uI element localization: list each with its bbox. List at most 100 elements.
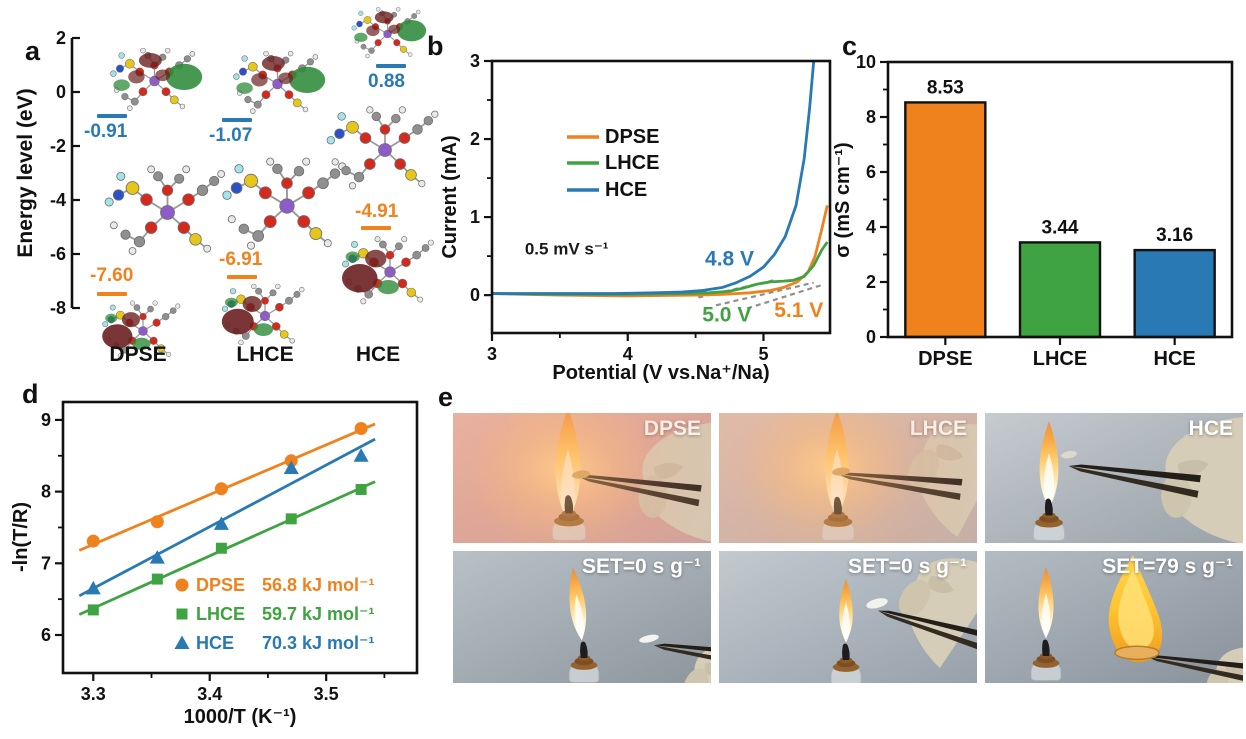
photo-label: SET=79 s g⁻¹ xyxy=(1102,555,1233,578)
y-tick-label: 6 xyxy=(866,162,876,182)
energy-tick-label: -8 xyxy=(50,298,66,318)
bar-value-lhce: 3.44 xyxy=(1042,217,1079,238)
photo-label: LHCE xyxy=(909,417,967,440)
column-label-hce: HCE xyxy=(355,343,401,366)
point-lhce xyxy=(215,542,227,554)
molecule-lumo-dpse xyxy=(92,44,217,118)
plot-frame xyxy=(61,400,419,675)
x-tick-label: 4 xyxy=(623,344,633,364)
column-label-dpse: DPSE xyxy=(109,343,167,366)
molecule-lumo-hce xyxy=(330,4,445,64)
molecule-homo-hce xyxy=(330,232,450,312)
y-axis-label: Current (mA) xyxy=(439,135,461,258)
photo-scene-set-hce xyxy=(1030,554,1243,683)
legend-name-lhce: LHCE xyxy=(196,604,245,624)
photo-set-dpse: SET=0 s g⁻¹ xyxy=(453,551,711,683)
homo-level-value-lhce: -6.91 xyxy=(219,249,263,270)
x-tick-label: 5 xyxy=(758,344,768,364)
point-dpse xyxy=(86,534,100,548)
energy-tick-label: -2 xyxy=(50,136,66,156)
fit-line-lhce xyxy=(78,480,376,616)
bar-dpse xyxy=(904,101,987,339)
legend-value-lhce: 59.7 kJ mol⁻¹ xyxy=(262,604,375,624)
point-hce xyxy=(149,550,165,564)
legend-label-dpse: DPSE xyxy=(605,126,659,148)
bar-hce xyxy=(1133,248,1216,339)
bar-category-dpse: DPSE xyxy=(918,348,972,370)
x-axis-label: 1000/T (K⁻¹) xyxy=(184,706,297,728)
panel-letter-a: a xyxy=(25,36,41,66)
y-tick-label: 6 xyxy=(41,625,51,645)
legend-label-lhce: LHCE xyxy=(605,152,659,174)
y-tick-label: 3 xyxy=(470,51,480,71)
panel-letter-c: c xyxy=(842,31,858,61)
photo-scene-set-dpse xyxy=(565,566,711,683)
bar-lhce xyxy=(1018,241,1102,339)
legend-marker-dpse xyxy=(175,578,189,592)
photo-label: SET=0 s g⁻¹ xyxy=(847,555,967,578)
y-tick-label: 8 xyxy=(866,107,876,127)
legend-value-hce: 70.3 kJ mol⁻¹ xyxy=(262,633,375,653)
photo-flame-test-hce: HCE xyxy=(985,413,1243,543)
photo-scene-hce xyxy=(1033,416,1243,543)
x-tick-label: 3.4 xyxy=(197,684,222,704)
photo-set-lhce: SET=0 s g⁻¹ xyxy=(719,551,977,683)
y-tick-label: 7 xyxy=(41,553,51,573)
point-hce xyxy=(353,448,369,462)
burning-sample xyxy=(1114,645,1160,661)
energy-tick-label: -4 xyxy=(50,190,66,210)
annotation: 5.0 V xyxy=(702,304,751,327)
molecule-homo-lhce xyxy=(205,280,325,352)
legend-marker-hce xyxy=(174,635,190,649)
point-lhce xyxy=(87,604,99,616)
sample-strip xyxy=(832,467,850,476)
alcohol-lamp-icon xyxy=(830,643,862,683)
point-dpse xyxy=(354,422,368,436)
photo-scene-dpse xyxy=(465,413,711,543)
point-lhce xyxy=(151,573,163,585)
annotation: 5.1 V xyxy=(774,299,823,322)
x-tick-label: 3 xyxy=(487,344,497,364)
point-lhce xyxy=(355,483,367,495)
photo-label: SET=0 s g⁻¹ xyxy=(581,555,701,578)
lumo-level-line-dpse xyxy=(97,114,127,118)
energy-tick-label: 2 xyxy=(56,28,66,48)
y-tick-label: 9 xyxy=(41,410,51,430)
curve-hce xyxy=(492,60,816,295)
annotation: 4.8 V xyxy=(705,247,754,270)
alcohol-lamp-icon xyxy=(1033,498,1065,541)
lumo-level-value-dpse: -0.91 xyxy=(84,121,128,142)
homo-level-value-dpse: -7.60 xyxy=(90,265,134,286)
x-tick-label: 3.3 xyxy=(81,684,106,704)
homo-level-line-dpse xyxy=(97,292,127,296)
annotation: 0.5 mV s⁻¹ xyxy=(525,240,609,259)
tangent-guide xyxy=(746,283,823,310)
sample-strip xyxy=(572,470,590,479)
y-tick-label: 10 xyxy=(856,52,876,72)
lumo-level-value-hce: 0.88 xyxy=(368,71,405,92)
y-axis-label: -ln(T/R) xyxy=(10,502,32,572)
alcohol-lamp-icon xyxy=(1030,639,1062,681)
energy-tick-label: 0 xyxy=(56,82,66,102)
point-hce xyxy=(85,580,101,595)
alcohol-lamp-icon xyxy=(568,641,600,683)
photo-scene-lhce xyxy=(737,413,977,541)
legend-label-hce: HCE xyxy=(605,179,647,201)
legend-name-dpse: DPSE xyxy=(196,575,245,595)
fit-line-hce xyxy=(78,437,376,598)
photo-flame-test-dpse: DPSE xyxy=(453,413,711,543)
lumo-level-line-hce xyxy=(376,64,406,68)
photo-label: DPSE xyxy=(643,417,701,440)
legend-marker-lhce xyxy=(176,608,188,620)
photo-flame-test-lhce: LHCE xyxy=(719,413,977,543)
lumo-level-line-lhce xyxy=(222,118,252,122)
y-tick-label: 2 xyxy=(470,129,480,149)
y-axis-label: σ (mS cm⁻¹) xyxy=(832,142,854,257)
y-tick-label: 0 xyxy=(470,285,480,305)
bar-value-hce: 3.16 xyxy=(1156,225,1193,246)
column-label-lhce: LHCE xyxy=(236,343,294,366)
bar-value-dpse: 8.53 xyxy=(927,77,964,98)
photo-label: HCE xyxy=(1188,417,1233,440)
